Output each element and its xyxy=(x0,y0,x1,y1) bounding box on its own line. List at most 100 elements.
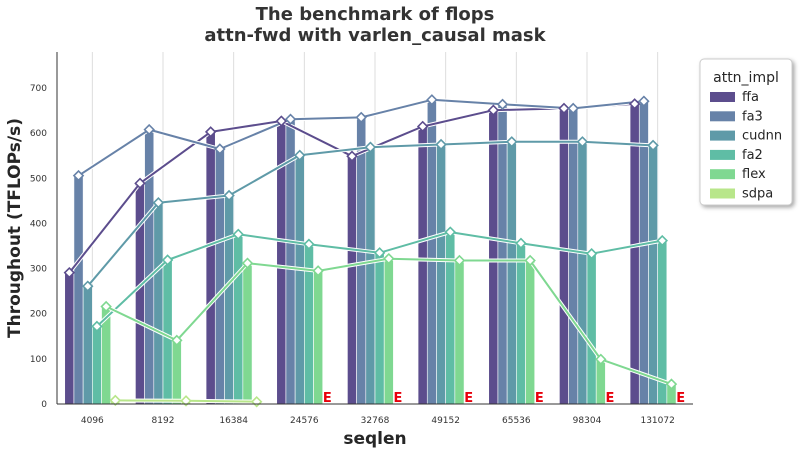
marker-ffa xyxy=(275,115,288,127)
bar-cudnn-32768 xyxy=(365,146,376,405)
marker-fa2 xyxy=(232,228,244,241)
legend-swatch-flex xyxy=(710,169,735,180)
marker-flex xyxy=(665,378,678,390)
marker-ffa xyxy=(346,150,358,162)
bar-ffa-32768 xyxy=(347,155,357,405)
legend-label-fa2: fa2 xyxy=(742,148,763,163)
y-tick-label: 700 xyxy=(30,84,47,94)
bars xyxy=(64,99,677,405)
marker-fa3 xyxy=(143,123,155,136)
y-tick-label: 500 xyxy=(30,174,47,184)
marker-fa2 xyxy=(444,226,456,238)
marker-cudnn xyxy=(506,136,518,148)
marker-ffa xyxy=(558,102,570,115)
x-tick-label: 49152 xyxy=(431,416,460,426)
marker-fa3 xyxy=(426,94,438,106)
marker-fa2 xyxy=(373,247,386,259)
marker-cudnn xyxy=(576,136,589,148)
legend-swatch-cudnn xyxy=(710,130,735,141)
marker-fa3 xyxy=(355,111,367,124)
series-markers xyxy=(63,94,678,408)
chart-subtitle: attn-fwd with varlen_causal mask xyxy=(204,25,546,46)
bar-fa2-16384 xyxy=(233,234,244,405)
legend-swatch-fa3 xyxy=(710,111,735,122)
bar-ffa-98304 xyxy=(559,108,569,405)
error-marker: E xyxy=(606,391,615,406)
marker-fa3 xyxy=(638,95,650,107)
y-tick-label: 200 xyxy=(30,310,47,320)
marker-ffa xyxy=(204,126,217,138)
marker-ffa xyxy=(63,266,76,279)
bar-fa2-65536 xyxy=(516,243,526,405)
marker-fa3 xyxy=(72,169,85,182)
marker-flex xyxy=(241,257,254,269)
legend-swatch-sdpa xyxy=(710,188,735,199)
marker-sdpa xyxy=(109,394,122,407)
legend-label-flex: flex xyxy=(742,167,766,182)
bar-cudnn-4096 xyxy=(82,285,93,405)
error-marker: E xyxy=(676,391,685,406)
bar-fa3-8192 xyxy=(144,129,155,405)
marker-cudnn xyxy=(294,149,306,162)
bar-fa2-98304 xyxy=(586,253,597,405)
marker-flex xyxy=(100,300,112,313)
bar-ffa-49152 xyxy=(417,126,428,405)
marker-flex xyxy=(453,254,466,267)
legend: attn_impl ffa fa3 cudnn fa2 flex sdpa xyxy=(699,58,793,206)
marker-fa2 xyxy=(585,247,598,260)
marker-sdpa xyxy=(250,396,263,408)
legend-label-ffa: ffa xyxy=(742,90,759,105)
marker-ffa xyxy=(416,120,429,133)
bar-flex-16384 xyxy=(242,262,253,405)
chart-title: The benchmark of flops xyxy=(256,4,495,25)
marker-flex xyxy=(171,334,183,347)
axes: 0 100 200 300 400 500 600 700 4096 8192 16384 24576… xyxy=(30,52,693,426)
legend-label-fa3: fa3 xyxy=(742,109,763,124)
bar-cudnn-65536 xyxy=(506,141,517,405)
marker-ffa xyxy=(487,104,500,116)
error-marker: E xyxy=(394,391,403,406)
bar-cudnn-8192 xyxy=(153,202,164,405)
marker-cudnn xyxy=(82,280,94,292)
bar-fa3-65536 xyxy=(497,104,508,405)
y-tick-label: 300 xyxy=(30,265,47,275)
bar-cudnn-16384 xyxy=(224,195,234,405)
x-tick-label: 16384 xyxy=(219,416,248,426)
marker-flex xyxy=(595,353,607,366)
bar-flex-98304 xyxy=(595,359,606,405)
x-tick-label: 24576 xyxy=(290,416,319,426)
y-tick-label: 100 xyxy=(30,355,47,365)
bar-fa2-49152 xyxy=(445,231,456,405)
bar-flex-65536 xyxy=(525,260,536,405)
legend-items: ffa fa3 cudnn fa2 flex sdpa xyxy=(710,90,782,202)
bar-fa3-98304 xyxy=(568,108,579,405)
bar-fa3-16384 xyxy=(214,148,225,405)
legend-swatch-ffa xyxy=(710,92,735,102)
bar-fa2-4096 xyxy=(92,326,102,405)
legend-label-cudnn: cudnn xyxy=(742,129,782,144)
bar-fa2-8192 xyxy=(162,259,173,405)
marker-fa3 xyxy=(284,113,297,125)
marker-flex xyxy=(312,265,324,277)
marker-fa3 xyxy=(496,98,509,111)
bar-fa2-32768 xyxy=(374,252,385,405)
bar-flex-24576 xyxy=(313,270,324,405)
marker-fa2 xyxy=(515,237,527,250)
x-tick-label: 98304 xyxy=(573,416,602,426)
error-marker: E xyxy=(464,391,473,406)
marker-fa2 xyxy=(656,234,668,247)
marker-fa3 xyxy=(567,102,579,115)
legend-title: attn_impl xyxy=(713,70,779,86)
x-axis-label: seqlen xyxy=(343,429,406,449)
marker-cudnn xyxy=(435,138,447,151)
bar-cudnn-98304 xyxy=(577,141,588,405)
bar-flex-32768 xyxy=(383,258,394,405)
error-marker: E xyxy=(535,391,544,406)
bar-flex-49152 xyxy=(454,260,465,405)
marker-fa2 xyxy=(303,238,315,250)
bar-ffa-16384 xyxy=(205,131,216,405)
y-tick-label: 400 xyxy=(30,219,47,229)
marker-cudnn xyxy=(223,189,235,202)
bar-fa3-32768 xyxy=(356,117,367,405)
